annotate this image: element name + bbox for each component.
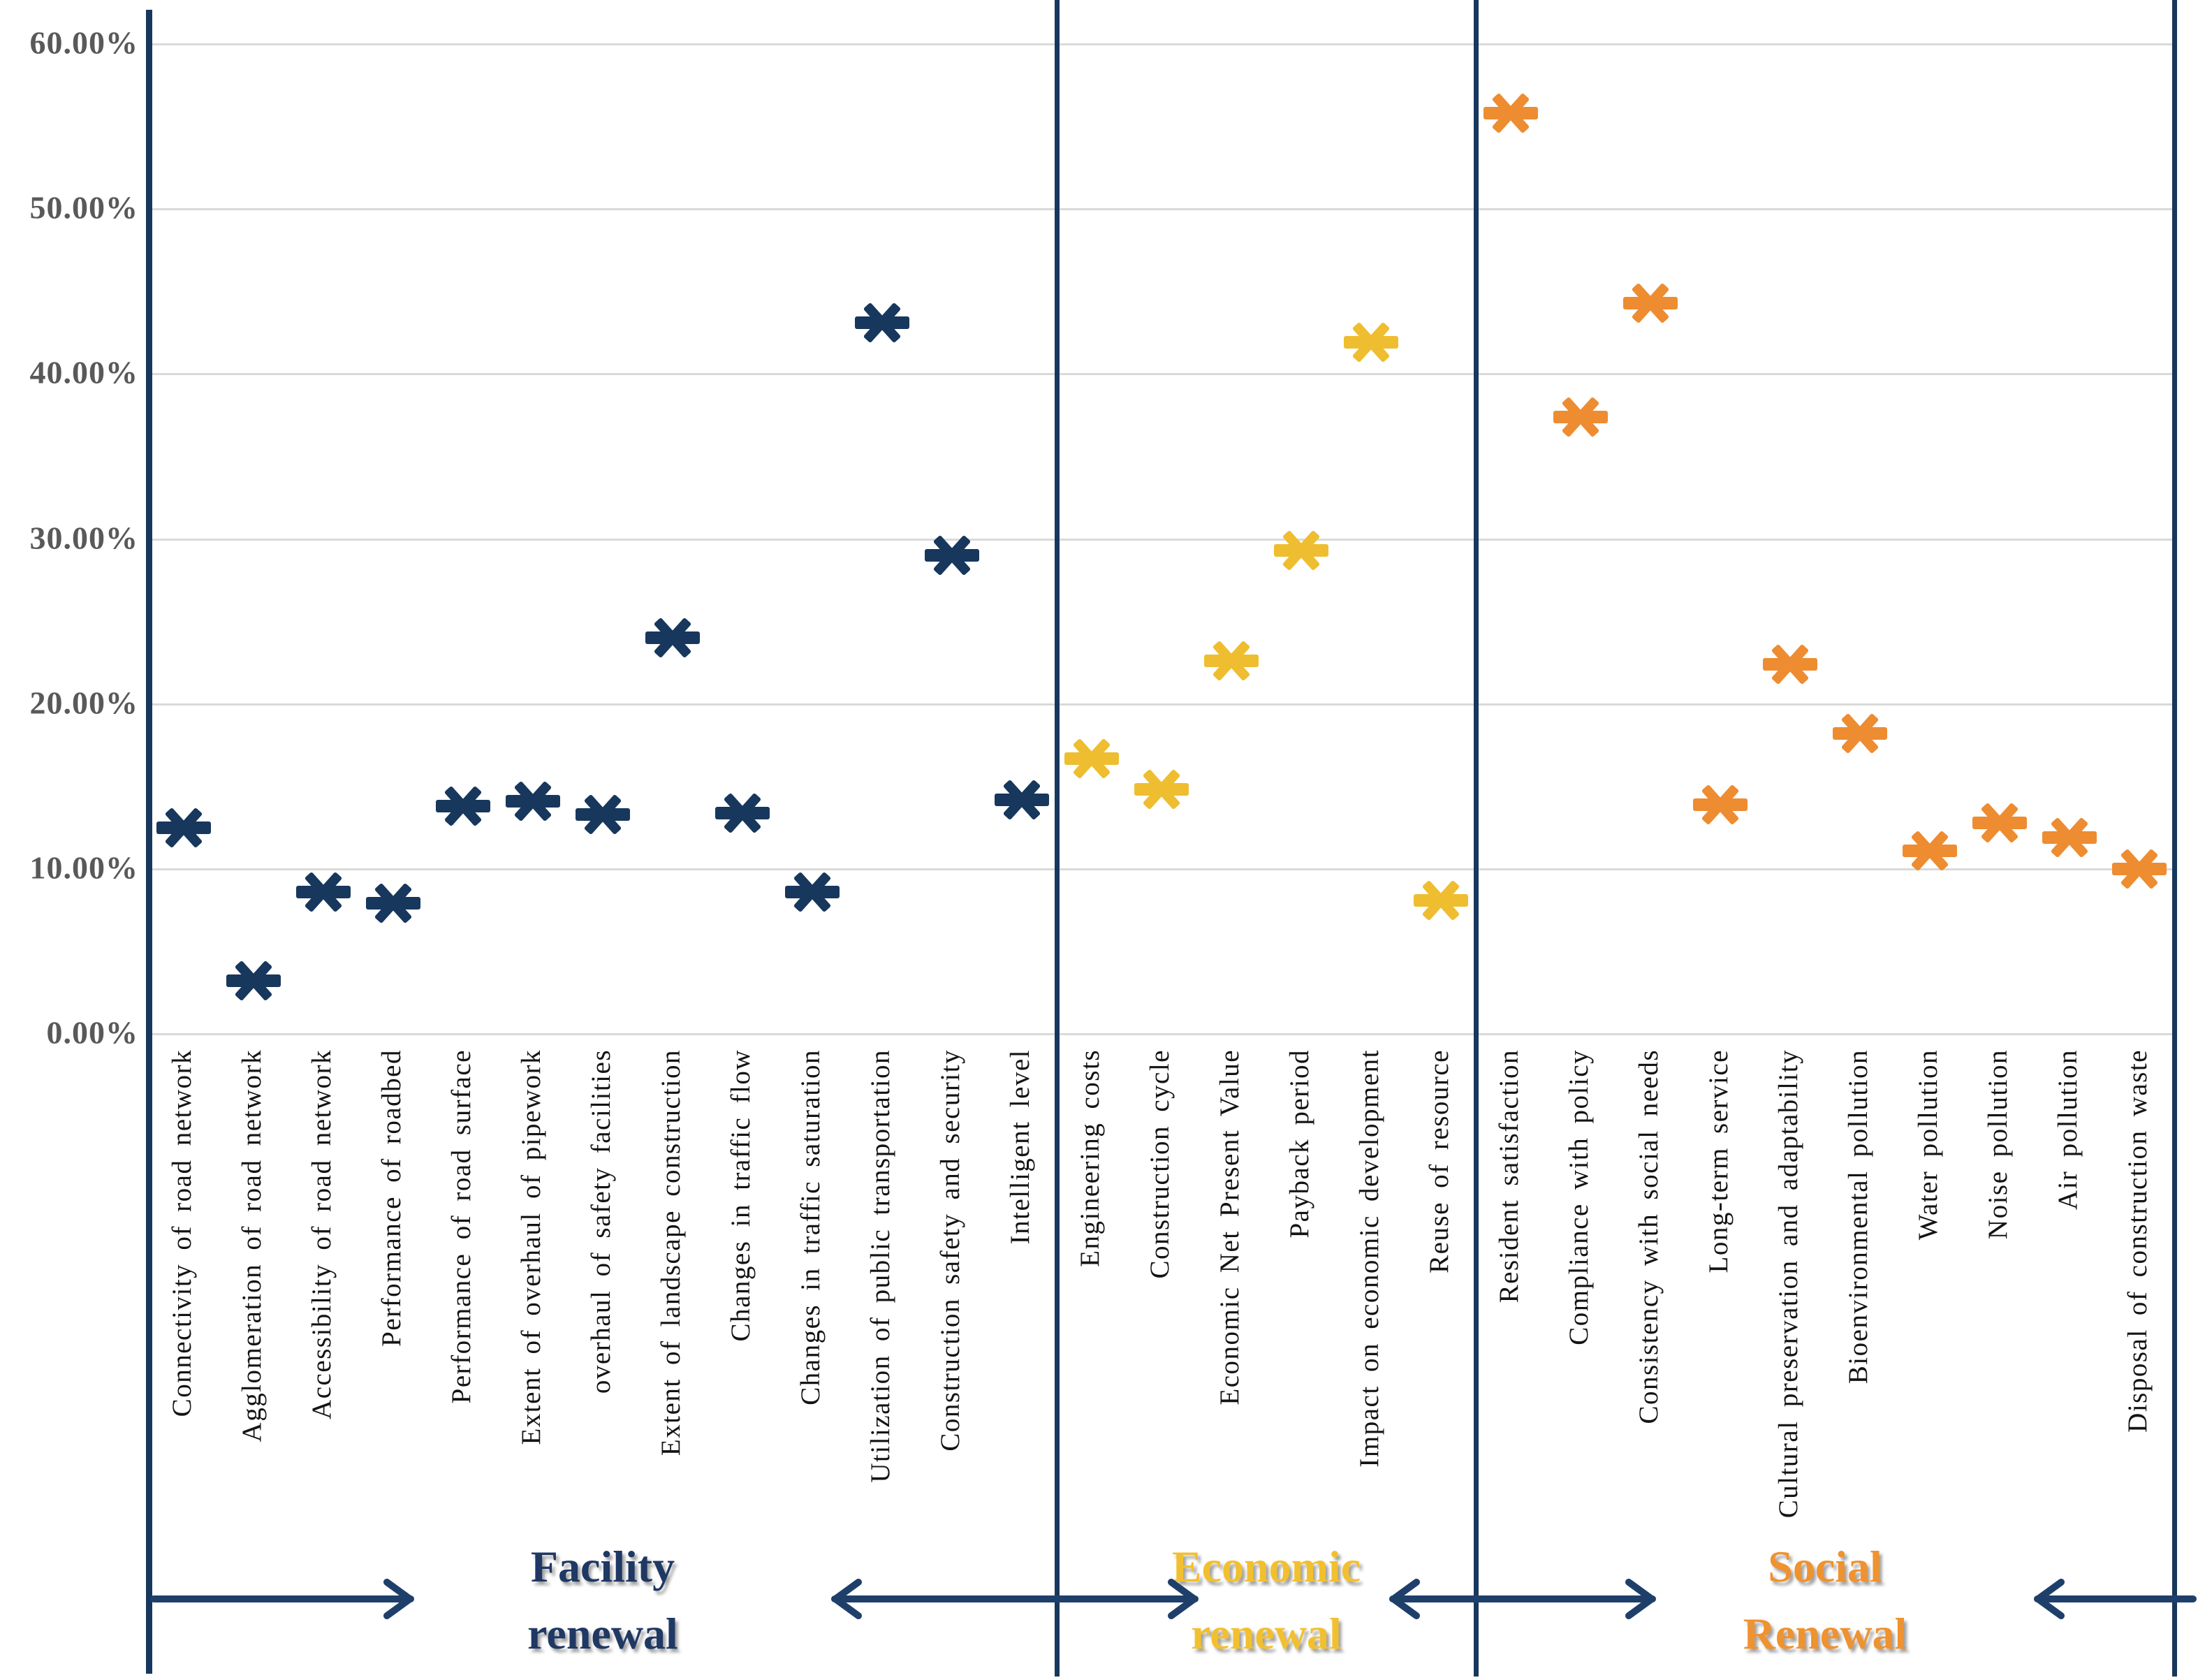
data-point-marker <box>1274 525 1328 576</box>
group-title-line: Facility <box>530 1542 675 1591</box>
category-axis-label: Compliance with policy <box>1564 1049 1594 1345</box>
category-axis-label: Resident satisfaction <box>1494 1049 1524 1303</box>
category-axis-label: Reuse of resource <box>1424 1049 1454 1273</box>
data-point-marker <box>715 788 770 838</box>
category-axis-label: Bioenvironmental pollution <box>1843 1049 1873 1385</box>
data-point-marker <box>1553 392 1608 442</box>
y-axis-tick-label: 60.00% <box>29 24 138 61</box>
category-axis-label: Intelligent level <box>1005 1049 1035 1245</box>
category-axis-label: Performance of road surface <box>446 1049 476 1404</box>
economic-social-range-arrow <box>1389 1579 1656 1619</box>
data-point-marker <box>645 613 700 663</box>
data-point-marker <box>1414 875 1468 926</box>
category-axis-label: Long-term service <box>1704 1049 1734 1273</box>
group-divider-line <box>1474 0 1479 1677</box>
y-axis-line <box>146 10 152 1674</box>
data-point-marker <box>1972 798 2027 848</box>
data-point-marker <box>1134 764 1189 815</box>
data-point-marker <box>785 867 840 917</box>
category-axis-label: Impact on economic development <box>1354 1049 1384 1468</box>
category-axis-label: Agglomeration of road network <box>237 1049 267 1442</box>
category-axis-label: Performance of roadbed <box>376 1049 406 1347</box>
category-axis-label: Consistency with social needs <box>1634 1049 1664 1424</box>
y-axis-tick-label: 50.00% <box>29 189 138 226</box>
category-axis-label: Changes in traffic saturation <box>796 1049 826 1405</box>
category-axis-label: Water pollution <box>1913 1049 1943 1241</box>
facility-economic-range-arrow <box>831 1579 1199 1619</box>
data-point-marker <box>1693 780 1748 830</box>
y-gridline <box>149 538 2174 541</box>
data-point-marker <box>1204 636 1259 686</box>
category-axis-label: Utilization of public transportation <box>865 1049 895 1483</box>
data-point-marker <box>1344 317 1398 367</box>
group-title-line: renewal <box>527 1609 678 1658</box>
y-gridline <box>149 208 2174 211</box>
data-point-marker <box>1903 826 1957 876</box>
category-axis-label: Disposal of construction waste <box>2123 1049 2153 1433</box>
group-title-facility: Facility renewal <box>527 1533 678 1667</box>
facility-range-arrow <box>150 1579 414 1619</box>
y-axis-tick-label: 30.00% <box>29 519 138 555</box>
data-point-marker <box>1483 88 1538 138</box>
y-axis-tick-label: 0.00% <box>46 1014 138 1051</box>
y-axis-tick-label: 40.00% <box>29 354 138 390</box>
data-point-marker <box>226 956 281 1006</box>
data-point-marker <box>2042 812 2097 863</box>
data-point-marker <box>1623 278 1678 328</box>
y-axis-tick-label: 10.00% <box>29 849 138 886</box>
category-axis-label: Cultural preservation and adaptability <box>1773 1049 1803 1519</box>
arrow-path <box>150 1579 414 1619</box>
category-axis-label: Air pollution <box>2053 1049 2083 1211</box>
data-point-marker <box>576 789 630 840</box>
data-point-marker <box>296 867 351 917</box>
category-axis-label: Connectivity of road network <box>167 1049 197 1417</box>
category-axis-label: Accessibility of road network <box>307 1049 337 1419</box>
data-point-marker <box>1833 708 1887 759</box>
data-point-marker <box>156 803 211 853</box>
category-axis-label: Changes in traffic flow <box>726 1049 756 1342</box>
data-point-marker <box>366 878 420 928</box>
data-point-marker <box>506 776 560 826</box>
arrow-path <box>2034 1579 2197 1619</box>
data-point-marker <box>995 775 1049 825</box>
category-axis-label: Noise pollution <box>1983 1049 2013 1240</box>
category-axis-label: overhaul of safety facilities <box>586 1049 616 1394</box>
group-title-line: Social <box>1768 1542 1882 1591</box>
y-gridline <box>149 868 2174 870</box>
data-point-marker <box>2112 844 2167 894</box>
group-title-economic: Economic renewal <box>1172 1533 1361 1667</box>
data-point-marker <box>925 530 979 580</box>
category-axis-label: Extent of overhaul of pipework <box>516 1049 546 1445</box>
arrow-path <box>1389 1579 1656 1619</box>
arrow-path <box>831 1579 1199 1619</box>
y-gridline <box>149 1033 2174 1035</box>
category-axis-label: Economic Net Present Value <box>1215 1049 1245 1405</box>
data-point-marker <box>1064 733 1119 784</box>
plot-right-border <box>2172 0 2177 1677</box>
category-axis-label: Extent of landscape construction <box>656 1049 686 1456</box>
group-title-social: Social Renewal <box>1743 1533 1907 1667</box>
data-point-marker <box>436 781 490 831</box>
category-axis-label: Payback period <box>1284 1049 1314 1239</box>
data-point-marker <box>1763 639 1817 689</box>
category-axis-label: Engineering costs <box>1075 1049 1105 1267</box>
y-gridline <box>149 373 2174 376</box>
y-gridline <box>149 703 2174 706</box>
group-divider-line <box>1055 0 1060 1677</box>
category-axis-label: Construction safety and security <box>935 1049 965 1452</box>
group-title-line: Renewal <box>1743 1609 1907 1658</box>
category-axis-label: Construction cycle <box>1145 1049 1175 1279</box>
social-range-arrow <box>2034 1579 2197 1619</box>
group-title-line: renewal <box>1191 1609 1342 1658</box>
group-title-line: Economic <box>1171 1542 1361 1591</box>
y-axis-tick-label: 20.00% <box>29 685 138 721</box>
data-point-marker <box>855 298 909 348</box>
y-gridline <box>149 43 2174 45</box>
